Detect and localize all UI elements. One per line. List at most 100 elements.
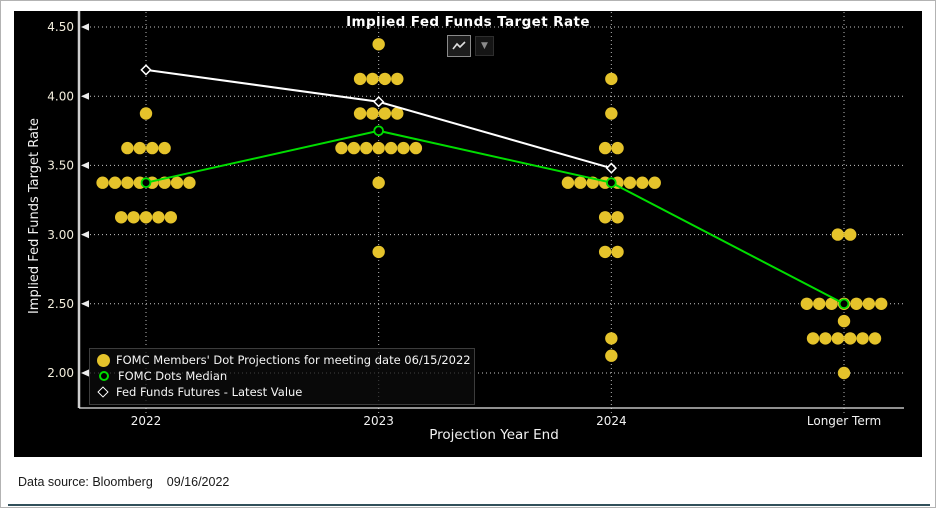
fomc-dot	[831, 228, 845, 241]
fomc-dot	[611, 211, 624, 224]
fomc-dot	[561, 176, 575, 189]
fomc-dot	[335, 141, 348, 155]
x-tick-label: 2024	[596, 414, 627, 428]
legend-item-futures: Fed Funds Futures - Latest Value	[97, 384, 467, 400]
fomc-dot	[384, 141, 398, 155]
chart-type-button[interactable]	[447, 35, 471, 57]
fomc-dot	[391, 107, 404, 120]
fomc-dot	[813, 297, 826, 310]
data-source-note: Data source: Bloomberg 09/16/2022	[18, 475, 229, 489]
y-tick-label: 4.00	[47, 89, 74, 103]
fomc-dot	[360, 141, 373, 155]
fomc-dot	[353, 72, 367, 86]
fomc-dot	[862, 297, 876, 310]
line-chart-icon	[452, 41, 466, 50]
fomc-dot	[837, 314, 851, 328]
fomc-dot	[378, 107, 392, 120]
median-point	[373, 125, 384, 137]
fomc-dot	[598, 141, 612, 155]
fomc-dot	[170, 176, 184, 189]
fomc-dot	[146, 141, 159, 155]
chart-title: Implied Fed Funds Target Rate	[346, 14, 590, 30]
fomc-dot	[598, 211, 612, 224]
chart-panel: 4.50 4.00 3.50 3.00 2.50 2.00 2022 2023 2024 Long…	[14, 11, 922, 457]
y-tick-arrow	[81, 161, 89, 169]
fomc-dot	[366, 107, 379, 120]
fomc-dot	[850, 297, 863, 310]
fomc-dot	[127, 211, 140, 224]
fomc-dot	[96, 176, 109, 189]
fomc-dot	[139, 211, 153, 224]
fomc-dot	[183, 176, 196, 189]
chart-legend: FOMC Members' Dot Projections for meetin…	[89, 348, 475, 405]
fomc-dot	[372, 245, 385, 259]
y-tick-label: 2.50	[47, 297, 74, 311]
chart-type-dropdown-caret[interactable]: ▼	[475, 36, 494, 56]
median-point	[140, 177, 152, 189]
y-tick-label: 4.50	[47, 20, 74, 34]
fomc-dot	[121, 141, 134, 155]
y-tick-arrow	[81, 300, 89, 308]
fomc-dot	[397, 141, 410, 155]
fomc-dot	[409, 141, 423, 155]
fomc-dot	[831, 332, 845, 345]
median-line	[145, 129, 845, 305]
fomc-dot	[347, 141, 361, 155]
fomc-dot	[366, 72, 379, 86]
y-tick-label: 3.00	[47, 228, 74, 242]
fomc-dot	[158, 141, 171, 155]
fomc-dot	[353, 107, 367, 120]
futures-point	[140, 64, 152, 76]
y-axis-title: Implied Fed Funds Target Rate	[27, 117, 42, 315]
legend-item-dots: FOMC Members' Dot Projections for meetin…	[97, 352, 471, 368]
y-tick-label: 2.00	[47, 366, 74, 380]
fomc-dot	[372, 176, 385, 189]
fomc-dot	[837, 366, 851, 380]
chart-toolbar: ▼	[447, 35, 494, 57]
legend-item-median: FOMC Dots Median	[97, 368, 467, 384]
fomc-dot	[868, 332, 882, 345]
fomc-dot	[574, 176, 587, 189]
fomc-dot	[648, 176, 661, 189]
fomc-dot	[875, 297, 888, 310]
fomc-dot	[378, 72, 392, 86]
fomc-dot	[611, 141, 624, 155]
fomc-dot	[605, 332, 618, 345]
y-tick-arrow	[81, 92, 89, 100]
fomc-dot	[133, 141, 146, 155]
fomc-dot	[152, 211, 165, 224]
fomc-dot	[121, 176, 134, 189]
futures-point	[373, 96, 385, 108]
fomc-dot	[819, 332, 832, 345]
y-tick-label: 3.50	[47, 159, 74, 173]
fomc-dot	[605, 349, 618, 362]
fomc-dot	[844, 228, 857, 241]
fomc-dot	[800, 297, 814, 310]
fomc-dot	[605, 72, 618, 86]
fomc-dot	[825, 297, 838, 310]
x-tick-label: Longer Term	[807, 414, 881, 428]
data-source-date: 09/16/2022	[166, 475, 230, 489]
fomc-dot	[623, 176, 637, 189]
legend-label: FOMC Members' Dot Projections for meetin…	[116, 353, 471, 367]
white-diamond-swatch	[97, 386, 109, 398]
futures-point	[605, 162, 618, 174]
fomc-dot	[636, 176, 649, 189]
y-tick-arrow	[81, 23, 89, 31]
data-source-label: Data source: Bloomberg	[18, 475, 153, 489]
x-axis-title: Projection Year End	[429, 427, 559, 443]
fomc-dot	[806, 332, 820, 345]
fomc-dot	[139, 107, 153, 120]
fomc-dot	[372, 38, 385, 51]
fomc-dot	[115, 211, 128, 224]
fomc-dot	[164, 211, 177, 224]
y-tick-arrow	[81, 231, 89, 239]
legend-label: FOMC Dots Median	[118, 369, 228, 383]
median-point	[838, 298, 850, 310]
fomc-dot	[372, 141, 385, 155]
fomc-dot	[605, 107, 618, 120]
green-ring-swatch	[99, 371, 109, 381]
x-tick-label: 2023	[363, 414, 394, 428]
fomc-dot	[611, 245, 624, 259]
fomc-dot	[856, 332, 869, 345]
